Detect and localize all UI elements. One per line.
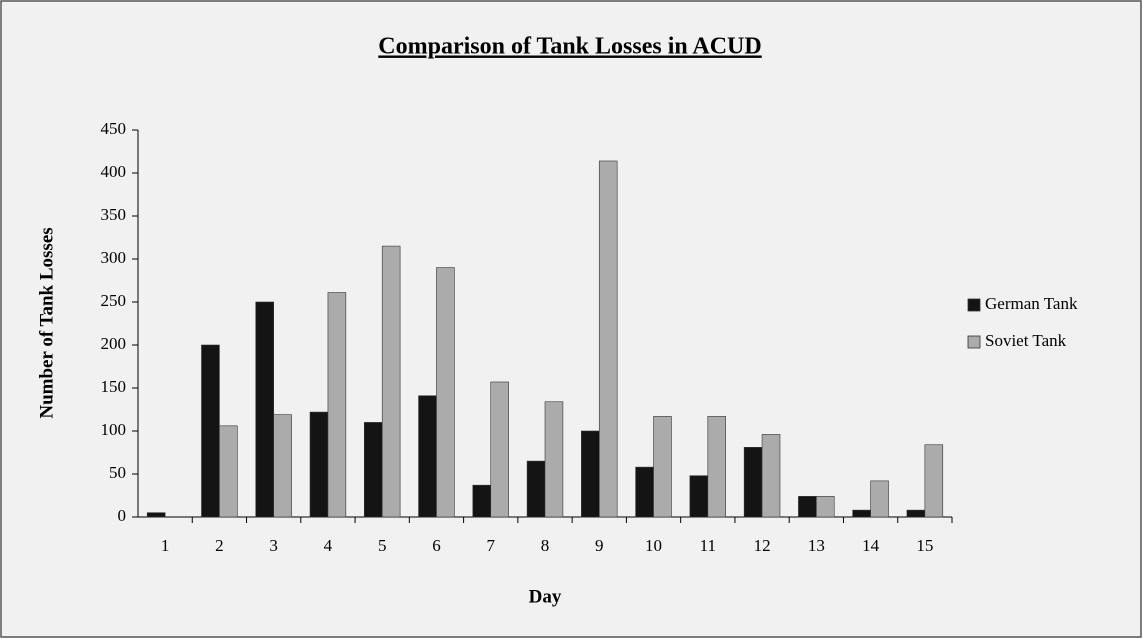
x-tick-label: 9	[595, 536, 604, 555]
bar	[743, 447, 763, 518]
y-tick-label: 150	[101, 377, 127, 396]
x-tick-label: 6	[432, 536, 441, 555]
legend-label: German Tank	[985, 294, 1078, 313]
bar	[635, 466, 654, 518]
x-tick-label: 4	[324, 536, 333, 555]
bar	[924, 444, 944, 518]
bar	[526, 460, 546, 518]
bar	[201, 344, 220, 518]
x-tick-label: 12	[754, 536, 771, 555]
x-tick-label: 5	[378, 536, 387, 555]
bar	[363, 422, 383, 518]
bar	[490, 381, 509, 518]
bar	[870, 480, 889, 518]
x-tick-label: 3	[269, 536, 278, 555]
bar	[273, 414, 292, 518]
x-axis-label: Day	[529, 586, 562, 607]
bar	[761, 434, 781, 518]
x-tick-label: 10	[645, 536, 662, 555]
x-tick-label: 15	[916, 536, 933, 555]
y-tick-label: 250	[101, 291, 127, 310]
bar	[146, 512, 166, 518]
y-axis-label: Number of Tank Losses	[36, 227, 57, 418]
y-tick-label: 450	[101, 119, 127, 138]
bar	[816, 496, 835, 518]
x-tick-label: 14	[862, 536, 880, 555]
y-tick-label: 400	[101, 162, 127, 181]
legend-label: Soviet Tank	[985, 331, 1067, 350]
bar	[581, 430, 600, 518]
legend-swatch	[967, 298, 981, 312]
bar	[544, 401, 564, 518]
bar	[852, 509, 871, 518]
bar	[689, 475, 709, 518]
bar	[707, 416, 727, 518]
y-tick-label: 100	[101, 420, 127, 439]
bar	[598, 160, 618, 518]
bar	[472, 484, 492, 518]
bar	[327, 292, 347, 518]
x-tick-label: 7	[486, 536, 495, 555]
y-tick-label: 350	[101, 205, 127, 224]
x-tick-label: 11	[700, 536, 716, 555]
bar	[309, 411, 329, 518]
bar	[219, 425, 238, 518]
chart-title: Comparison of Tank Losses in ACUD	[378, 34, 761, 60]
y-tick-label: 50	[109, 463, 126, 482]
x-tick-label: 13	[808, 536, 825, 555]
bar	[653, 416, 672, 518]
bar	[436, 267, 455, 518]
bar	[381, 245, 401, 518]
y-tick-label: 300	[101, 248, 127, 267]
bar	[255, 301, 274, 518]
x-tick-label: 2	[215, 536, 224, 555]
bar	[906, 509, 926, 518]
y-tick-label: 200	[101, 334, 127, 353]
bar	[798, 496, 817, 518]
x-tick-label: 8	[541, 536, 550, 555]
x-tick-label: 1	[161, 536, 170, 555]
bar	[418, 395, 437, 518]
y-tick-label: 0	[118, 506, 127, 525]
legend-swatch	[967, 335, 981, 349]
